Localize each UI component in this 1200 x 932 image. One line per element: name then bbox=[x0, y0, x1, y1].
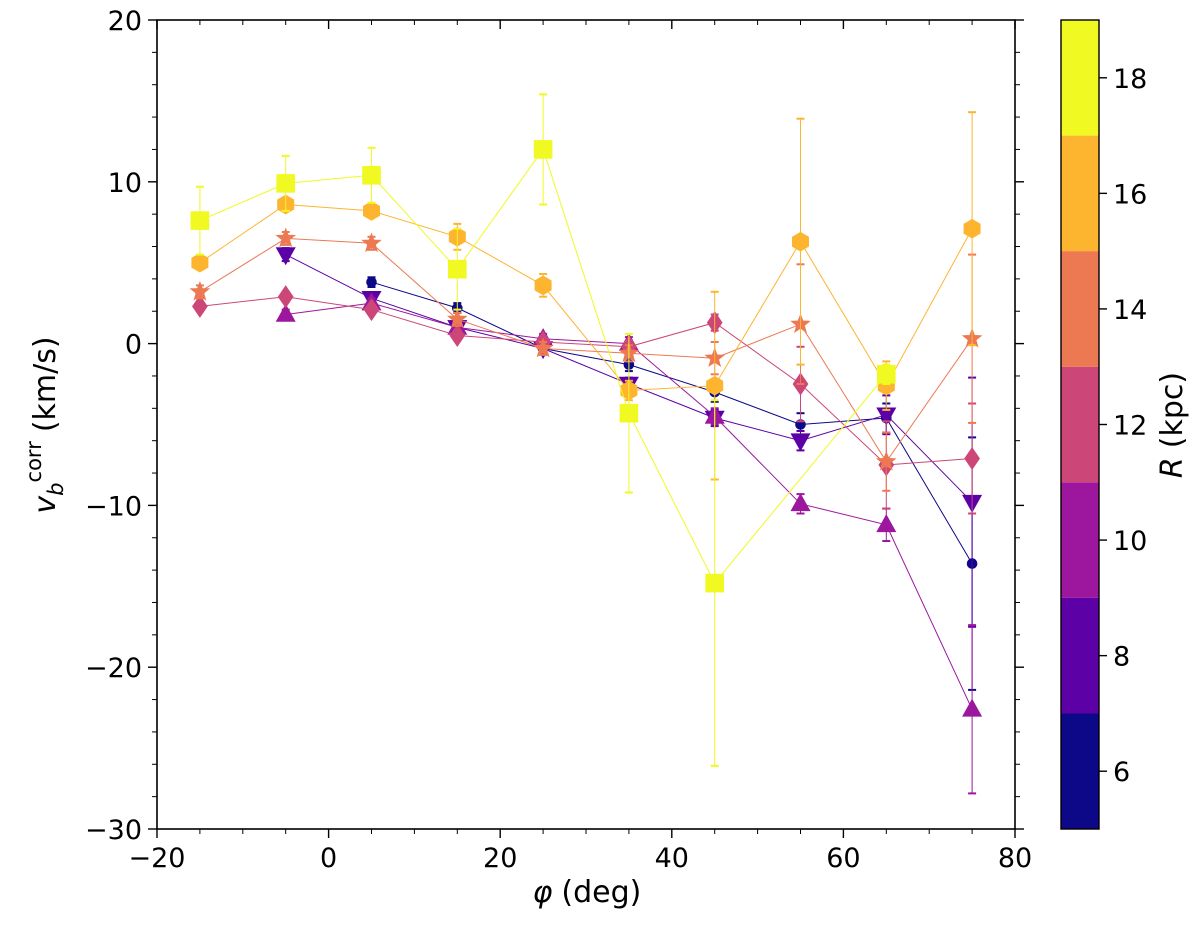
data-point bbox=[449, 323, 466, 348]
y-axis-unit: (km/s) bbox=[28, 336, 63, 432]
y-axis-label: vbcorr (km/s) bbox=[22, 336, 68, 513]
data-point bbox=[191, 252, 209, 273]
colorbar-tick-label: 10 bbox=[1113, 526, 1147, 557]
series-R14 bbox=[189, 227, 983, 492]
data-point bbox=[792, 231, 809, 252]
svg-text:vbcorr(km/s): vbcorr (km/s) bbox=[22, 336, 68, 513]
colorbar-bin bbox=[1061, 597, 1099, 714]
y-tick-label: −20 bbox=[85, 653, 142, 684]
data-point bbox=[964, 446, 980, 471]
colorbar: 6 8 10 12 14 16 18 bbox=[1060, 19, 1147, 830]
data-point bbox=[790, 493, 811, 512]
colorbar-symbol: R bbox=[1155, 457, 1190, 478]
colorbar-label: R (kpc) bbox=[1155, 372, 1190, 478]
data-point bbox=[366, 276, 377, 288]
colorbar-bin bbox=[1061, 20, 1099, 136]
data-point bbox=[790, 433, 811, 452]
data-point bbox=[706, 375, 724, 396]
data-point bbox=[876, 514, 897, 533]
colorbar-bin bbox=[1061, 135, 1099, 252]
colorbar-tick-label: 8 bbox=[1113, 642, 1130, 673]
series-R18 bbox=[190, 93, 896, 767]
data-point bbox=[963, 218, 981, 239]
x-tick-label: −20 bbox=[129, 843, 186, 874]
data-point bbox=[534, 275, 552, 296]
y-axis-subscript: b bbox=[44, 482, 68, 495]
series-line bbox=[199, 237, 973, 463]
colorbar-tick-label: 18 bbox=[1113, 64, 1147, 95]
data-point bbox=[363, 201, 380, 221]
svg-text:R(kpc): R (kpc) bbox=[1155, 372, 1190, 478]
data-point bbox=[533, 140, 553, 159]
data-point bbox=[275, 227, 297, 248]
colorbar-bin bbox=[1061, 713, 1099, 829]
data-point bbox=[619, 403, 639, 423]
x-tick-label: 20 bbox=[483, 843, 517, 874]
svg-text:φ(deg): φ (deg) bbox=[533, 875, 642, 910]
y-tick-label: −30 bbox=[85, 815, 142, 846]
series-R12 bbox=[192, 285, 980, 515]
y-axis-superscript: corr bbox=[22, 441, 46, 483]
data-point bbox=[876, 364, 896, 384]
data-point bbox=[275, 247, 296, 266]
colorbar-tick-label: 16 bbox=[1113, 179, 1147, 210]
x-axis-symbol: φ bbox=[533, 875, 553, 910]
y-tick-label: 20 bbox=[108, 6, 142, 37]
x-axis-unit: (deg) bbox=[561, 875, 641, 910]
data-point bbox=[275, 303, 296, 322]
colorbar-bin bbox=[1061, 366, 1099, 483]
y-tick-label: −10 bbox=[85, 491, 142, 522]
data-point bbox=[363, 298, 380, 322]
series-line bbox=[199, 296, 973, 466]
series-R16 bbox=[191, 111, 981, 481]
data-point bbox=[361, 232, 382, 253]
y-axis-symbol: v bbox=[28, 495, 63, 514]
colorbar-bin bbox=[1061, 251, 1099, 367]
data-point bbox=[277, 285, 294, 309]
data-point bbox=[189, 280, 211, 301]
series-layer bbox=[189, 93, 983, 795]
data-point bbox=[962, 698, 983, 717]
x-tick-label: 0 bbox=[320, 843, 337, 874]
series-line bbox=[199, 148, 887, 585]
data-point bbox=[532, 337, 554, 358]
data-point bbox=[705, 573, 725, 593]
colorbar-tick-label: 6 bbox=[1113, 757, 1130, 788]
data-point bbox=[875, 450, 897, 471]
x-tick-label: 60 bbox=[826, 843, 860, 874]
colorbar-tick-label: 12 bbox=[1113, 411, 1147, 442]
data-point bbox=[446, 308, 468, 329]
data-point bbox=[447, 259, 467, 279]
colorbar-unit: (kpc) bbox=[1155, 372, 1190, 448]
x-tick-label: 80 bbox=[998, 843, 1032, 874]
y-tick-label: 0 bbox=[125, 330, 142, 361]
series-line bbox=[199, 203, 973, 392]
data-point bbox=[276, 174, 296, 193]
colorbar-bin bbox=[1061, 482, 1099, 598]
data-point bbox=[192, 294, 208, 318]
data-point bbox=[362, 166, 381, 185]
x-tick-label: 40 bbox=[655, 843, 689, 874]
data-point bbox=[190, 211, 210, 230]
y-tick-label: 10 bbox=[108, 168, 142, 199]
x-axis-label: φ (deg) bbox=[533, 875, 642, 910]
colorbar-tick-label: 14 bbox=[1113, 295, 1147, 326]
